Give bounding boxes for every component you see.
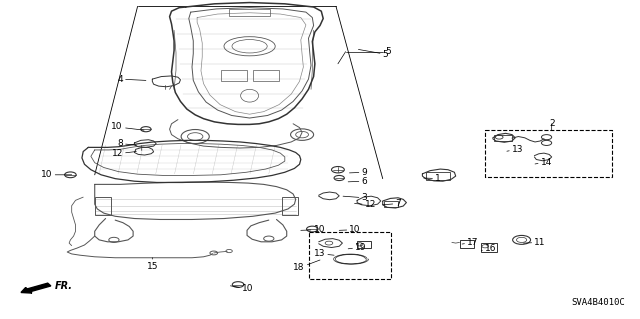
Text: SVA4B4010C: SVA4B4010C xyxy=(572,298,625,307)
Text: 9: 9 xyxy=(349,168,367,177)
Bar xyxy=(95,197,111,215)
Bar xyxy=(384,201,398,207)
Text: 4: 4 xyxy=(117,75,146,84)
Bar xyxy=(229,9,270,16)
Text: 13: 13 xyxy=(314,249,334,258)
Text: 10: 10 xyxy=(230,284,253,293)
Bar xyxy=(485,130,612,177)
Text: 18: 18 xyxy=(293,260,320,272)
Bar xyxy=(357,241,371,248)
Text: 12: 12 xyxy=(355,200,376,209)
Text: 12: 12 xyxy=(111,149,136,158)
Bar xyxy=(426,172,450,180)
Text: 1: 1 xyxy=(424,174,441,183)
Text: 13: 13 xyxy=(507,145,524,154)
Bar xyxy=(494,135,512,141)
Text: 10: 10 xyxy=(339,225,361,234)
Text: 14: 14 xyxy=(535,158,552,167)
Bar xyxy=(221,70,247,81)
Text: 17: 17 xyxy=(462,238,479,247)
Text: 5: 5 xyxy=(358,49,388,59)
Text: 3: 3 xyxy=(343,193,367,202)
Text: 19: 19 xyxy=(348,243,367,252)
Bar xyxy=(309,232,391,279)
Text: FR.: FR. xyxy=(54,281,72,292)
Text: 8: 8 xyxy=(117,139,136,148)
Bar xyxy=(481,243,497,252)
Bar xyxy=(460,240,474,248)
Text: 15: 15 xyxy=(147,258,158,271)
Text: 11: 11 xyxy=(524,238,546,247)
Text: 6: 6 xyxy=(348,177,367,186)
Text: 10: 10 xyxy=(301,225,325,234)
Text: 10: 10 xyxy=(111,122,144,131)
Text: 10: 10 xyxy=(41,170,72,179)
Text: 2: 2 xyxy=(549,119,554,130)
Text: 5: 5 xyxy=(385,47,391,56)
Text: 16: 16 xyxy=(481,244,497,253)
Text: 7: 7 xyxy=(383,199,401,208)
FancyArrow shape xyxy=(21,283,51,293)
Bar xyxy=(282,197,298,215)
Bar xyxy=(253,70,279,81)
